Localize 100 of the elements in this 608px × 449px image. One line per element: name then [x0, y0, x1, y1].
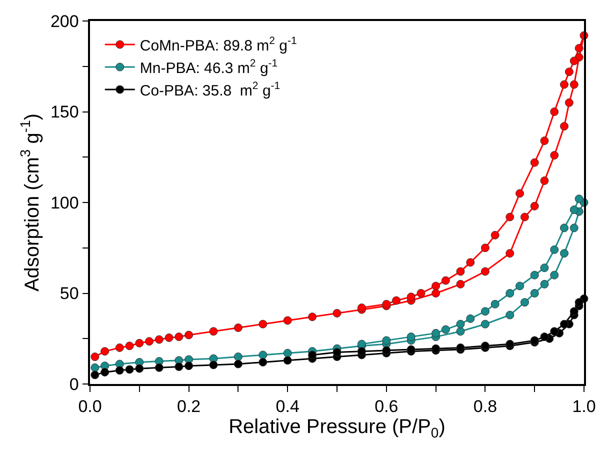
point	[564, 98, 574, 107]
point	[530, 158, 539, 167]
point	[135, 364, 144, 373]
point	[520, 298, 529, 307]
point	[506, 212, 514, 222]
point	[530, 289, 539, 298]
point	[258, 320, 268, 328]
point	[480, 244, 490, 252]
point	[416, 289, 426, 298]
point	[550, 151, 559, 160]
point	[308, 312, 317, 322]
point	[570, 80, 578, 89]
point	[115, 343, 124, 352]
point	[456, 320, 465, 328]
point	[540, 332, 549, 342]
point	[234, 360, 242, 368]
point	[90, 352, 100, 362]
point	[550, 245, 559, 254]
point	[560, 249, 568, 258]
point	[234, 323, 242, 332]
point	[332, 348, 342, 356]
point	[125, 342, 134, 350]
point	[174, 362, 184, 372]
point	[283, 356, 292, 365]
point	[154, 363, 164, 372]
point	[154, 335, 164, 344]
point	[332, 308, 342, 318]
point	[540, 264, 549, 272]
point	[516, 282, 524, 290]
point	[574, 194, 584, 204]
point	[392, 296, 401, 305]
point	[184, 362, 194, 370]
point	[506, 249, 514, 258]
point	[456, 267, 465, 276]
point	[258, 350, 268, 360]
point	[283, 348, 292, 358]
point	[490, 300, 500, 308]
point	[174, 332, 184, 342]
point	[441, 325, 450, 334]
point	[570, 307, 578, 316]
x-tick-label: 1.0	[572, 397, 596, 416]
point	[308, 350, 317, 360]
legend-label: Co-PBA: 35.8 m$^{2}$ g$^{-1}$	[140, 80, 280, 100]
y-tick-label: 150	[50, 102, 79, 122]
y-tick-label: 50	[60, 284, 79, 304]
point	[540, 176, 549, 185]
y-tick-label: 0	[69, 374, 79, 394]
point	[466, 314, 475, 323]
point	[480, 267, 490, 276]
point	[432, 289, 440, 298]
point	[530, 202, 539, 210]
point	[406, 332, 416, 342]
point	[560, 122, 568, 131]
point	[90, 370, 100, 380]
point	[357, 347, 366, 356]
point	[520, 212, 529, 222]
point	[258, 358, 268, 366]
point	[560, 80, 568, 89]
point	[90, 363, 100, 372]
point	[506, 310, 514, 320]
point	[145, 337, 154, 346]
point	[574, 44, 584, 52]
point	[480, 320, 490, 328]
point	[209, 360, 218, 370]
point	[135, 338, 144, 348]
point	[456, 280, 465, 288]
point	[432, 328, 440, 338]
point	[560, 320, 568, 328]
point	[382, 346, 391, 355]
point	[480, 307, 490, 316]
point	[540, 136, 549, 146]
point	[570, 224, 578, 232]
point	[550, 108, 559, 116]
point	[184, 330, 194, 340]
point	[382, 336, 391, 345]
point	[550, 327, 559, 336]
point	[441, 276, 450, 285]
x-axis-title: Relative Pressure (P/P$_{0}$)	[228, 416, 446, 440]
point	[530, 270, 539, 280]
x-tick-label: 0.4	[276, 397, 300, 416]
point	[490, 230, 500, 240]
point	[506, 289, 514, 298]
point	[570, 56, 578, 66]
point	[466, 258, 475, 267]
point	[234, 352, 242, 362]
point	[432, 282, 440, 290]
point	[164, 333, 174, 342]
point	[115, 366, 124, 375]
legend-label: CoMn-PBA: 89.8 m$^{2}$ g$^{-1}$	[140, 35, 297, 54]
point	[456, 327, 465, 336]
point	[406, 292, 416, 302]
point	[125, 365, 134, 374]
point	[283, 316, 292, 325]
point	[560, 224, 568, 232]
legend-label: Mn-PBA: 46.3 m$^{2}$ g$^{-1}$	[140, 58, 278, 77]
text: 0.0	[78, 397, 102, 416]
point	[209, 327, 218, 336]
point	[516, 189, 524, 198]
x-tick-label: 0.6	[374, 397, 398, 416]
x-tick-label: 0.2	[176, 397, 201, 416]
